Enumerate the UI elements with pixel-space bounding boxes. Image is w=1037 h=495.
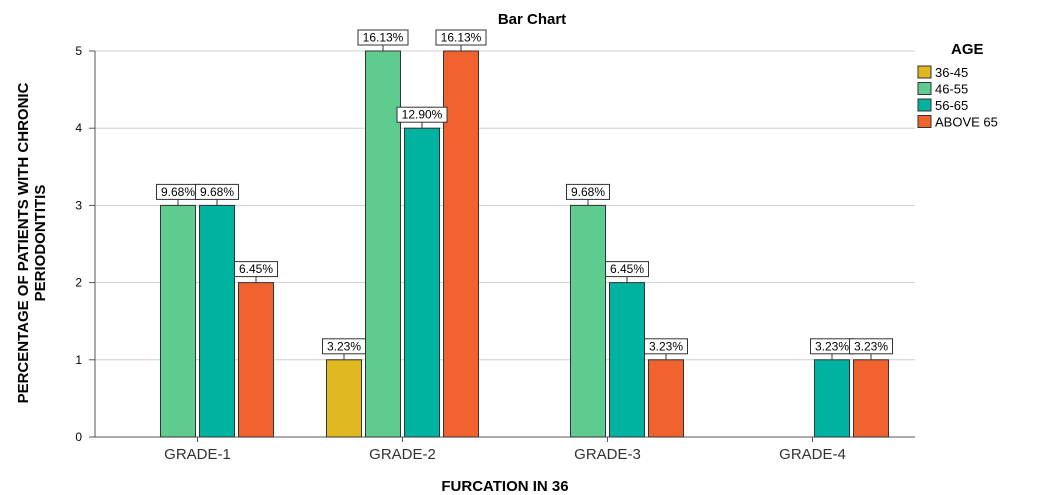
y-tick-label: 5 [75,44,82,58]
data-labels: 9.68% 9.68% 6.45% 3.23% 16.13% 12.90% 16.13% 9.… [156,29,893,360]
data-label-box [605,261,649,278]
bar [326,359,362,438]
bar [648,359,684,438]
legend-label: 56-65 [935,98,968,113]
y-tick-label: 4 [75,121,82,135]
x-axis-title: FURCATION IN 36 [441,478,568,495]
data-label-box [357,29,409,46]
y-axis-title-line-2: PERIODONTITIS [32,185,49,302]
y-axis-title-group: PERCENTAGE OF PATIENTS WITH CHRONIC PERI… [15,82,49,403]
legend-swatch [917,98,932,112]
data-label-box [849,338,893,355]
bar [365,50,401,438]
data-label-box [644,338,688,355]
data-label-box [234,261,278,278]
y-axis-title-line-1: PERCENTAGE OF PATIENTS WITH CHRONIC [15,82,32,403]
data-label: 3.23% [854,339,888,353]
legend-title: AGE [951,41,984,58]
y-tick-label: 0 [75,430,82,444]
data-label: 3.23% [327,339,361,353]
data-label: 16.13% [441,31,482,45]
bar [443,50,479,438]
bar [609,282,645,438]
legend-swatch [917,82,932,95]
y-axis-ticks: 0 1 2 3 4 5 [75,44,96,444]
data-label: 3.23% [649,339,683,353]
data-label-box [566,183,610,200]
chart-title: Bar Chart [498,11,566,28]
y-tick-label: 1 [75,353,82,367]
data-label-box [435,29,487,46]
y-tick-label: 2 [75,276,82,290]
legend-swatch [917,115,932,128]
bar [238,282,274,438]
x-category-label: GRADE-1 [164,446,231,463]
data-label: 3.23% [815,339,849,353]
bar [814,359,850,438]
y-tick-label: 3 [75,198,82,212]
data-label: 6.45% [239,262,273,276]
data-label: 9.68% [571,185,605,199]
data-label: 9.68% [161,185,195,199]
data-label: 9.68% [200,185,234,199]
legend-swatch [917,65,932,79]
x-category-label: GRADE-4 [779,446,846,463]
x-category-label: GRADE-2 [369,446,436,463]
bar [160,204,196,438]
legend-label: ABOVE 65 [935,115,998,130]
data-label-box [322,338,366,355]
bar [853,359,889,438]
legend-label: 46-55 [935,82,968,97]
data-label-box [195,183,239,200]
data-label: 12.90% [402,108,443,122]
bars [160,50,889,438]
data-label: 16.13% [363,31,404,45]
legend-label: 36-45 [935,65,968,80]
x-category-label: GRADE-3 [574,446,641,463]
bar [570,204,606,438]
data-label-box [396,106,448,123]
bar [199,204,235,438]
x-axis-categories: GRADE-1 GRADE-2 GRADE-3 GRADE-4 [164,437,846,463]
bar [404,127,440,438]
data-label: 6.45% [610,262,644,276]
